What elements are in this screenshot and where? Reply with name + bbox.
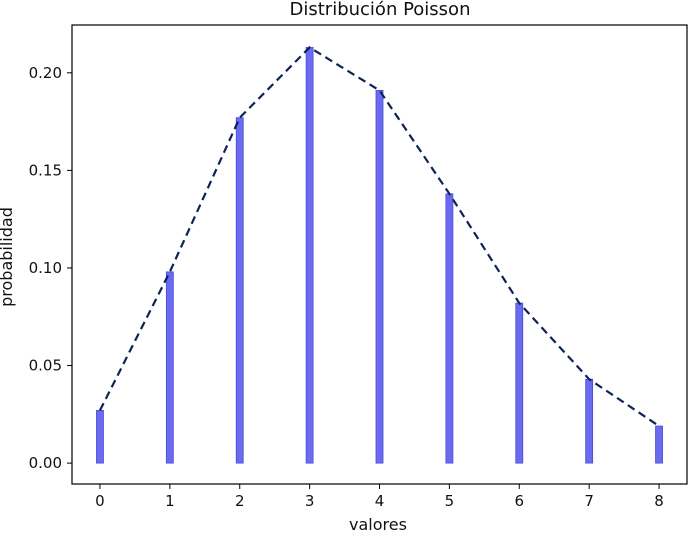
y-axis-label: probabilidad [0,207,16,307]
bar-5 [445,193,454,464]
plot-area [96,46,663,464]
x-tick-label-5: 5 [445,492,455,510]
x-tick-label-7: 7 [584,492,594,510]
bar-6 [515,302,524,464]
probability-line [98,46,660,427]
y-axis: 0.00 0.05 0.10 0.15 0.20 [29,64,72,472]
y-tick-label-0.00: 0.00 [29,454,62,472]
x-tick-label-0: 0 [95,492,105,510]
bar-2 [235,117,244,464]
x-tick-label-4: 4 [375,492,385,510]
x-axis-label: valores [349,515,407,534]
bar-4 [375,89,384,464]
bar-1 [165,271,174,464]
x-axis: 0 1 2 3 4 5 6 7 8 [95,484,664,510]
bar-7 [585,378,594,464]
y-tick-label-0.20: 0.20 [29,64,62,82]
x-tick-label-6: 6 [514,492,524,510]
bar-8 [655,425,663,464]
y-tick-label-0.10: 0.10 [29,259,62,277]
x-tick-label-3: 3 [305,492,315,510]
x-tick-label-8: 8 [654,492,664,510]
chart-title: Distribución Poisson [290,0,471,20]
bar-0 [96,410,104,464]
bar-3 [305,47,314,464]
y-tick-label-0.05: 0.05 [29,357,62,375]
x-tick-label-2: 2 [235,492,245,510]
x-tick-label-1: 1 [165,492,175,510]
y-tick-label-0.15: 0.15 [29,161,62,179]
